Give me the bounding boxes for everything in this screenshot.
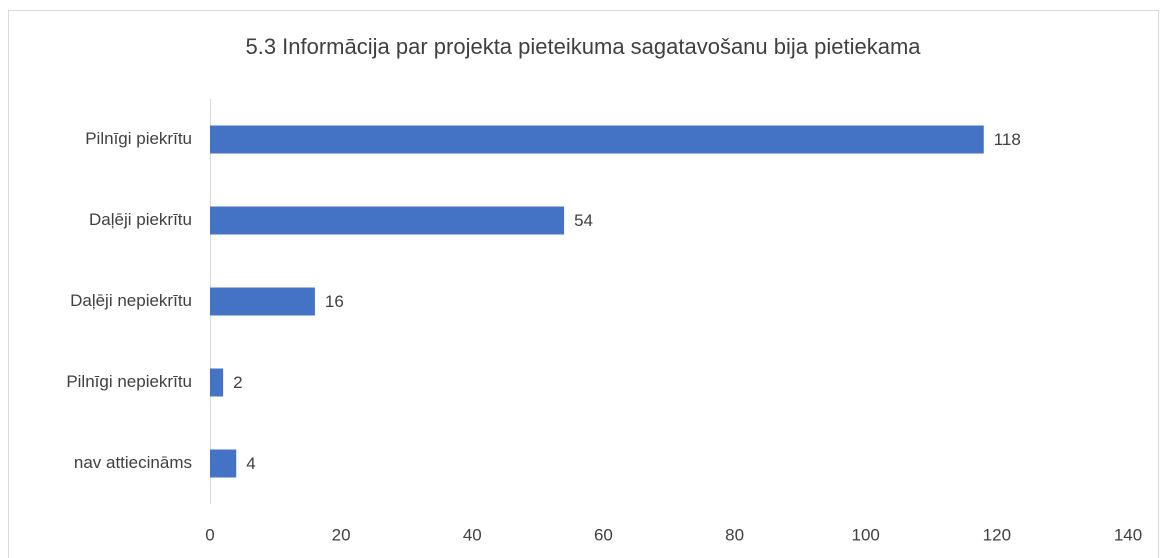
y-tick-label: Daļēji nepiekrītu: [70, 291, 192, 310]
x-tick-label: 20: [332, 525, 351, 544]
x-tick-label: 120: [983, 525, 1011, 544]
data-label: 16: [325, 292, 344, 311]
x-tick-label: 0: [205, 525, 214, 544]
x-tick-label: 40: [463, 525, 482, 544]
x-tick-label: 140: [1114, 525, 1142, 544]
y-tick-label: Pilnīgi nepiekrītu: [66, 372, 192, 391]
data-label: 54: [574, 211, 593, 230]
data-label: 118: [994, 130, 1021, 149]
y-tick-label: Daļēji piekrītu: [89, 210, 192, 229]
bar: [210, 287, 315, 316]
data-label: 2: [233, 373, 242, 392]
chart-title: 5.3 Informācija par projekta pieteikuma …: [245, 34, 921, 59]
bar: [210, 206, 565, 235]
x-tick-label: 100: [852, 525, 880, 544]
x-tick-label: 60: [594, 525, 613, 544]
y-tick-label: Pilnīgi piekrītu: [85, 129, 192, 148]
bar: [210, 368, 224, 397]
bar: [210, 125, 984, 154]
chart-frame: [8, 10, 1159, 558]
data-label: 4: [246, 454, 255, 473]
x-tick-label: 80: [725, 525, 744, 544]
y-tick-label: nav attiecināms: [74, 453, 192, 472]
bar: [210, 449, 237, 478]
